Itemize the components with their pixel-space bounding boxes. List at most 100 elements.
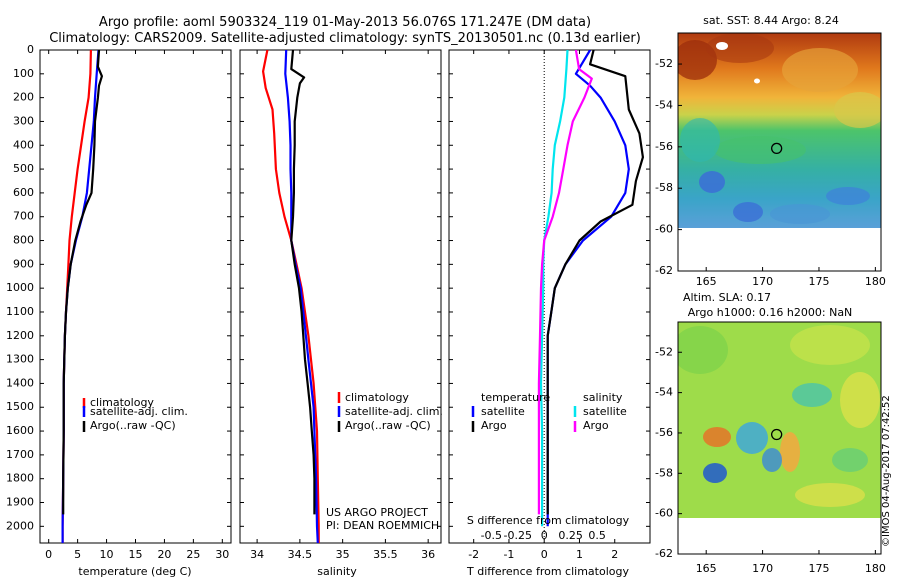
sst-cold-patch xyxy=(699,171,725,193)
lat-tick-label: -60 xyxy=(655,223,673,236)
x-tick-label: 0 xyxy=(45,548,52,561)
x-tick-label: 20 xyxy=(157,548,171,561)
lat-tick-label: -54 xyxy=(655,386,673,399)
x-tick-label: 15 xyxy=(129,548,143,561)
s-x-tick-label: 0.5 xyxy=(588,529,606,542)
sst-land-mask xyxy=(754,78,760,84)
sst-mid-patch xyxy=(782,48,858,92)
depth-tick-label: 1200 xyxy=(6,329,34,342)
depth-tick-label: 1300 xyxy=(6,353,34,366)
lat-tick-label: -56 xyxy=(655,426,673,439)
difference-profile-chart: -2 -1 0 1 2 -0.5 -0.25 0 0.25 0.5 T difference fr… xyxy=(448,49,651,578)
x-tick-label: -1 xyxy=(503,548,514,561)
lat-tick-label: -52 xyxy=(655,57,673,70)
x-tick-label: 36 xyxy=(421,548,435,561)
x-tick-label: 2 xyxy=(611,548,618,561)
lon-tick-label: 170 xyxy=(752,562,773,575)
depth-tick-label: 500 xyxy=(13,162,34,175)
temperature-plot-frame xyxy=(39,49,232,544)
sla-patch xyxy=(840,372,880,428)
temperature-legend: climatology satellite-adj. clim. Argo(..… xyxy=(82,396,188,432)
sla-high-patch xyxy=(780,432,800,472)
series-line-argo xyxy=(62,50,104,515)
sst-cool-patch xyxy=(714,136,806,164)
lat-tick-label: -60 xyxy=(655,507,673,520)
legend-label-argo: Argo(..raw -QC) xyxy=(345,419,431,432)
depth-tick-label: 1100 xyxy=(6,305,34,318)
depth-tick-label: 2000 xyxy=(6,519,34,532)
sst-map-chart: sat. SST: 8.44 Argo: 8.24 165 170 175 180 -5… xyxy=(655,14,886,288)
x-tick-label: 1 xyxy=(576,548,583,561)
sst-cool-patch xyxy=(680,118,720,162)
sla-patch xyxy=(790,325,870,365)
sst-land-mask xyxy=(716,42,728,50)
lon-tick-label: 165 xyxy=(696,275,717,288)
depth-tick-label: 400 xyxy=(13,138,34,151)
lon-tick-label: 175 xyxy=(808,275,829,288)
legend-label-climatology: climatology xyxy=(90,396,154,409)
sla-patch xyxy=(832,448,868,472)
sst-cold-patch xyxy=(770,204,830,224)
x-tick-label: 25 xyxy=(186,548,200,561)
lat-tick-label: -62 xyxy=(655,547,673,560)
sst-mid-patch xyxy=(834,92,881,128)
x-tick-label: 34 xyxy=(250,548,264,561)
lat-tick-label: -56 xyxy=(655,140,673,153)
legend-heading-salinity: salinity xyxy=(583,391,623,404)
sla-map-title: Altim. SLA: 0.17 xyxy=(683,291,771,304)
x-tick-label: 30 xyxy=(215,548,229,561)
argo-float-location-marker xyxy=(770,142,783,155)
lon-tick-label: 175 xyxy=(808,562,829,575)
figure-title-line1: Argo profile: aoml 5903324_119 01-May-20… xyxy=(99,15,591,30)
sla-map-frame xyxy=(677,321,882,555)
sla-patch xyxy=(792,383,832,407)
argo-float-location-marker xyxy=(770,428,783,441)
legend-heading-temperature: temperature xyxy=(481,391,550,404)
lat-tick-label: -54 xyxy=(655,98,673,111)
sla-low-patch xyxy=(736,422,768,454)
s-x-tick-label: -0.5 xyxy=(481,529,502,542)
depth-tick-label: 1600 xyxy=(6,424,34,437)
sla-field-features xyxy=(678,325,880,507)
t-difference-x-axis-label: T difference from climatology xyxy=(466,565,629,578)
legend-label-s-argo: Argo xyxy=(583,419,609,432)
temperature-profile-chart: 0100200300400500600700800900100011001200… xyxy=(6,43,232,578)
lon-tick-label: 165 xyxy=(696,562,717,575)
sla-patch xyxy=(795,483,865,507)
sla-map-subtitle: Argo h1000: 0.16 h2000: NaN xyxy=(688,306,853,319)
depth-tick-label: 900 xyxy=(13,257,34,270)
sla-high-patch xyxy=(703,427,731,447)
salinity-legend: climatology satellite-adj. clim. Argo(..… xyxy=(337,391,443,432)
depth-tick-label: 200 xyxy=(13,91,34,104)
sst-cold-patch xyxy=(733,202,763,222)
pi-annotation: PI: DEAN ROEMMICH xyxy=(326,519,439,532)
legend-label-satellite: satellite-adj. clim. xyxy=(90,405,188,418)
sst-map-title: sat. SST: 8.44 Argo: 8.24 xyxy=(703,14,839,27)
x-tick-label: 5 xyxy=(74,548,81,561)
sst-map-frame xyxy=(677,32,882,272)
depth-tick-label: 800 xyxy=(13,234,34,247)
depth-tick-label: 700 xyxy=(13,210,34,223)
sla-map-chart: Altim. SLA: 0.17 Argo h1000: 0.16 h2000:… xyxy=(655,291,886,575)
s-difference-x-axis-label: S difference from climatology xyxy=(467,514,630,527)
depth-tick-label: 100 xyxy=(13,67,34,80)
series-line-t-argo xyxy=(546,50,645,515)
legend-label-t-satellite: satellite xyxy=(481,405,525,418)
x-tick-label: -2 xyxy=(468,548,479,561)
series-line-s-satellite xyxy=(539,50,569,527)
depth-tick-label: 1400 xyxy=(6,376,34,389)
lat-tick-label: -52 xyxy=(655,345,673,358)
series-line-s-argo xyxy=(537,50,593,515)
legend-label-argo: Argo(..raw -QC) xyxy=(90,419,176,432)
sst-field-features xyxy=(678,33,881,224)
lat-tick-label: -58 xyxy=(655,466,673,479)
lat-tick-label: -62 xyxy=(655,264,673,277)
s-x-tick-label: -0.25 xyxy=(504,529,532,542)
x-tick-label: 35 xyxy=(336,548,350,561)
salinity-x-axis-label: salinity xyxy=(317,565,357,578)
depth-tick-label: 600 xyxy=(13,186,34,199)
x-tick-label: 10 xyxy=(100,548,114,561)
depth-tick-label: 300 xyxy=(13,114,34,127)
sla-low-patch xyxy=(703,463,727,483)
